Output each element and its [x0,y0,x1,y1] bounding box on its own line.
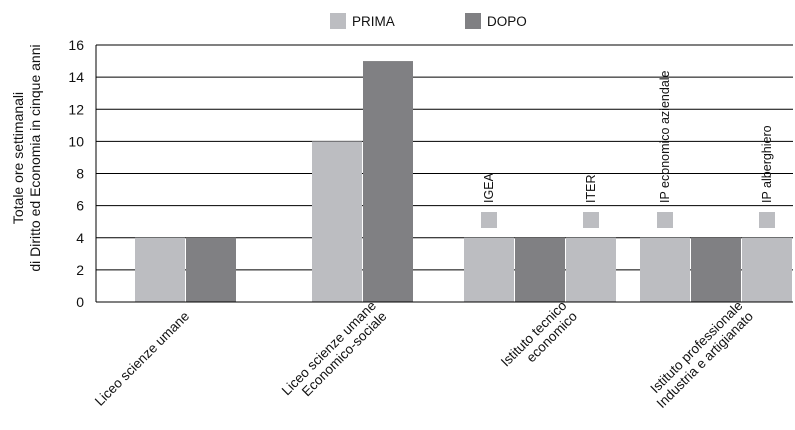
y-tick-label: 8 [76,166,84,182]
category-label-line: Liceo scienze umane [92,309,192,409]
y-axis-title-line: Totale ore settimanali [10,92,26,224]
category-label: Liceo scienze umane [92,309,192,409]
bar-prima [742,237,792,302]
y-tick-label: 4 [76,230,84,246]
y-tick-labels: 0 2 4 6 8 10 12 14 16 [68,37,84,310]
y-tick-label: 16 [68,37,84,53]
y-axis-title-text: Totale ore settimanalidi Diritto ed Econ… [10,44,43,271]
category-label: Istituto tecnicoeconomico [498,298,580,380]
y-tick-label: 12 [68,101,84,117]
bar-dopo [186,237,236,302]
category-label-line: Industria e artigianato [654,309,756,411]
y-tick-label: 10 [68,133,84,149]
y-tick-label: 14 [68,69,84,85]
legend-label: PRIMA [352,14,395,29]
category-label: Istituto professionaleIndustria e artigi… [643,298,756,411]
bars [135,61,792,302]
annotation-marker [759,212,775,228]
legend-label: DOPO [487,14,527,29]
legend: PRIMA DOPO [330,13,527,29]
bar-prima [464,237,514,302]
bar-prima [312,141,362,302]
annotation-marker [657,212,673,228]
legend-swatch-dopo [465,13,481,29]
axes [95,45,793,303]
category-labels: Liceo scienze umane Liceo scienze umaneEc… [92,298,756,411]
bar-annotation-label: IP economico aziendale [658,70,672,203]
y-tick-label: 2 [76,262,84,278]
annotation-marker [481,212,497,228]
grid-lines [96,44,793,271]
annotation-marker [583,212,599,228]
bar-dopo [691,237,741,302]
category-label-line: Liceo scienze umane [279,298,379,398]
category-label: Liceo scienze umaneEconomico-sociale [279,298,390,409]
bar-prima [566,237,616,302]
bar-annotation-label: IP alberghiero [760,125,774,203]
bar-prima [640,237,690,302]
bar-prima [135,237,185,302]
y-axis-title-line: di Diritto ed Economia in cinque anni [27,44,43,271]
y-tick-label: 0 [76,294,84,310]
y-axis-title: Totale ore settimanalidi Diritto ed Econ… [10,44,43,271]
legend-swatch-prima [330,13,346,29]
category-label-line: Istituto professionale [647,298,745,396]
annotations: IGEA ITER IP economico aziendale IP albergh… [481,70,775,228]
bar-dopo [515,237,565,302]
bar-dopo [363,61,413,302]
bar-annotation-label: ITER [584,175,598,203]
bar-annotation-label: IGEA [482,172,496,203]
y-tick-label: 6 [76,198,84,214]
